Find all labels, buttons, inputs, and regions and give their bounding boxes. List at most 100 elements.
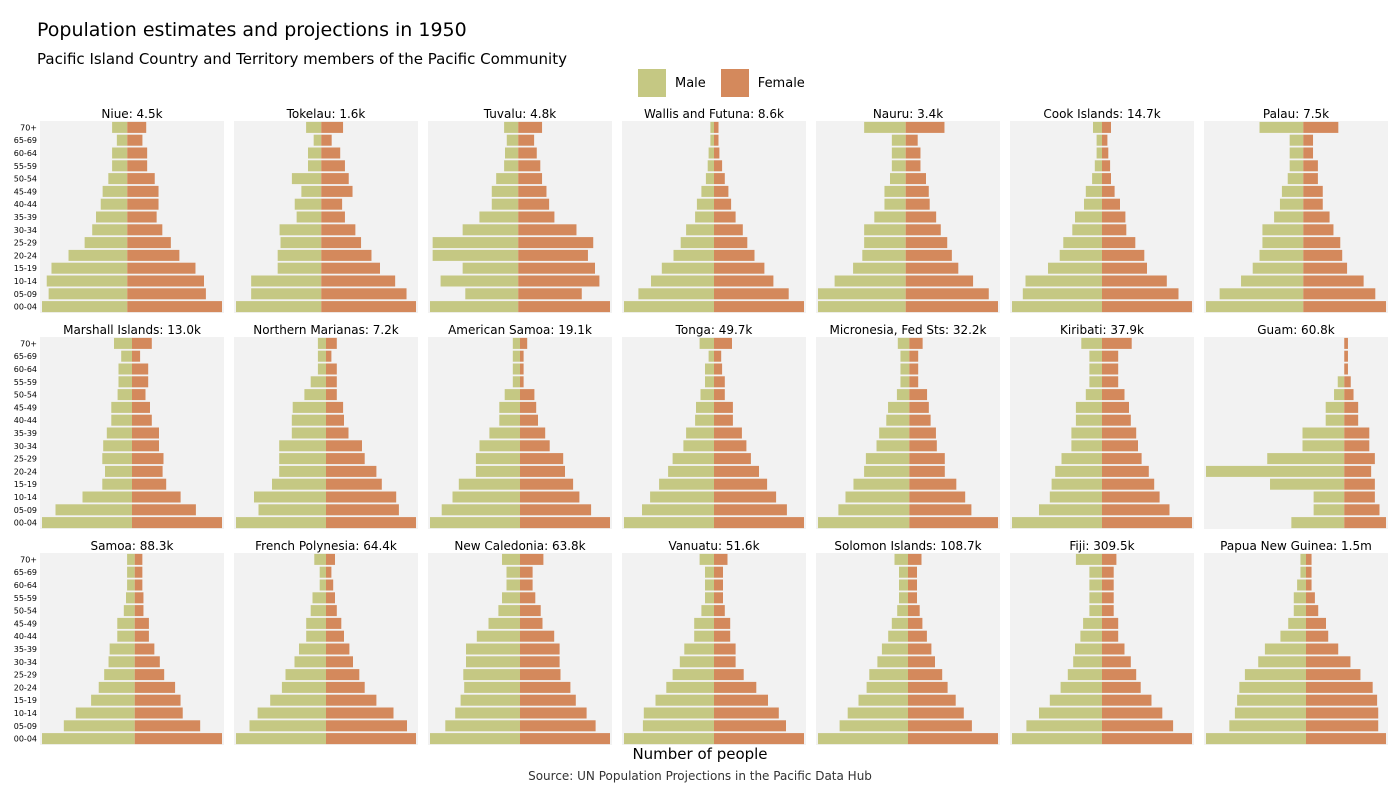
age-tick-label: 05-09 bbox=[14, 722, 37, 731]
bar-male bbox=[853, 478, 910, 490]
bar-female bbox=[1344, 363, 1348, 375]
bar-male bbox=[1262, 224, 1304, 236]
bar-female bbox=[909, 363, 919, 375]
bar-male bbox=[1289, 160, 1304, 172]
bar-female bbox=[905, 147, 921, 159]
bar-male bbox=[296, 211, 322, 223]
bar-male bbox=[818, 517, 910, 529]
bar-female bbox=[134, 643, 155, 655]
age-tick-label: 05-09 bbox=[14, 506, 37, 515]
bar-male bbox=[82, 491, 132, 503]
bar-female bbox=[321, 173, 349, 185]
bar-male bbox=[301, 185, 322, 197]
bar-male bbox=[888, 630, 908, 642]
age-tick-label: 30-34 bbox=[14, 442, 37, 451]
bar-male bbox=[1039, 504, 1102, 516]
bar-female bbox=[905, 288, 989, 300]
bar-male bbox=[900, 363, 910, 375]
bar-male bbox=[879, 427, 910, 439]
age-tick-label: 10-14 bbox=[14, 277, 37, 286]
age-tick-label: 15-19 bbox=[14, 696, 37, 705]
bar-female bbox=[909, 389, 928, 401]
bar-male bbox=[1325, 414, 1345, 426]
bar-female bbox=[326, 733, 416, 745]
bar-male bbox=[672, 669, 714, 681]
bar-male bbox=[98, 681, 135, 693]
age-tick-label: 40-44 bbox=[14, 632, 37, 641]
bar-female bbox=[326, 566, 332, 578]
bar-male bbox=[679, 656, 714, 668]
bar-female bbox=[326, 389, 337, 401]
bar-male bbox=[894, 553, 908, 565]
bar-male bbox=[839, 720, 908, 732]
bar-female bbox=[1303, 147, 1314, 159]
bar-female bbox=[127, 301, 222, 313]
bar-male bbox=[279, 440, 326, 452]
legend-label-male: Male bbox=[675, 75, 706, 91]
bar-male bbox=[292, 401, 326, 413]
bar-male bbox=[818, 301, 906, 313]
bar-female bbox=[132, 363, 149, 375]
bar-male bbox=[55, 504, 132, 516]
bar-male bbox=[452, 491, 520, 503]
bar-male bbox=[886, 414, 910, 426]
bar-male bbox=[314, 553, 326, 565]
bar-female bbox=[714, 147, 720, 159]
bar-male bbox=[1274, 211, 1304, 223]
bar-female bbox=[127, 249, 180, 261]
bar-female bbox=[909, 478, 957, 490]
bar-female bbox=[326, 465, 377, 477]
bar-female bbox=[127, 288, 206, 300]
bar-male bbox=[42, 301, 128, 313]
bar-female bbox=[518, 173, 543, 185]
bar-female bbox=[1344, 337, 1348, 349]
bar-male bbox=[455, 707, 520, 719]
bar-female bbox=[326, 504, 399, 516]
age-tick-label: 20-24 bbox=[14, 683, 37, 692]
bar-male bbox=[1237, 694, 1306, 706]
bar-female bbox=[909, 414, 931, 426]
bar-female bbox=[1306, 592, 1315, 604]
bar-female bbox=[1344, 465, 1372, 477]
bar-male bbox=[884, 185, 906, 197]
bar-female bbox=[908, 592, 917, 604]
bar-female bbox=[520, 389, 535, 401]
age-tick-label: 65-69 bbox=[14, 136, 37, 145]
bar-male bbox=[624, 733, 714, 745]
age-tick-label: 40-44 bbox=[14, 200, 37, 209]
bar-female bbox=[1102, 707, 1163, 719]
bar-male bbox=[705, 376, 714, 388]
bar-male bbox=[1067, 669, 1102, 681]
bar-male bbox=[496, 173, 519, 185]
bar-female bbox=[1344, 440, 1370, 452]
panel-title: Nauru: 3.4k bbox=[873, 107, 943, 121]
bar-female bbox=[714, 592, 723, 604]
bar-female bbox=[714, 491, 777, 503]
bar-female bbox=[321, 147, 341, 159]
bar-female bbox=[905, 249, 952, 261]
bar-female bbox=[908, 617, 923, 629]
bar-female bbox=[127, 275, 204, 287]
bar-male bbox=[1325, 401, 1345, 413]
bar-female bbox=[326, 656, 353, 668]
bar-female bbox=[326, 605, 337, 617]
bar-female bbox=[909, 337, 923, 349]
bar-female bbox=[1102, 504, 1170, 516]
bar-male bbox=[118, 376, 132, 388]
bar-male bbox=[117, 617, 135, 629]
bar-male bbox=[280, 237, 322, 249]
bar-female bbox=[127, 134, 143, 146]
bar-female bbox=[905, 301, 998, 313]
bar-female bbox=[1306, 720, 1379, 732]
bar-female bbox=[134, 592, 144, 604]
bar-male bbox=[862, 249, 906, 261]
bar-female bbox=[1306, 630, 1329, 642]
bar-female bbox=[1102, 465, 1149, 477]
age-tick-label: 60-64 bbox=[14, 365, 37, 374]
bar-male bbox=[277, 262, 322, 274]
bar-male bbox=[317, 363, 326, 375]
bar-male bbox=[112, 147, 128, 159]
bar-female bbox=[520, 694, 576, 706]
bar-female bbox=[134, 630, 149, 642]
bar-female bbox=[518, 301, 610, 313]
